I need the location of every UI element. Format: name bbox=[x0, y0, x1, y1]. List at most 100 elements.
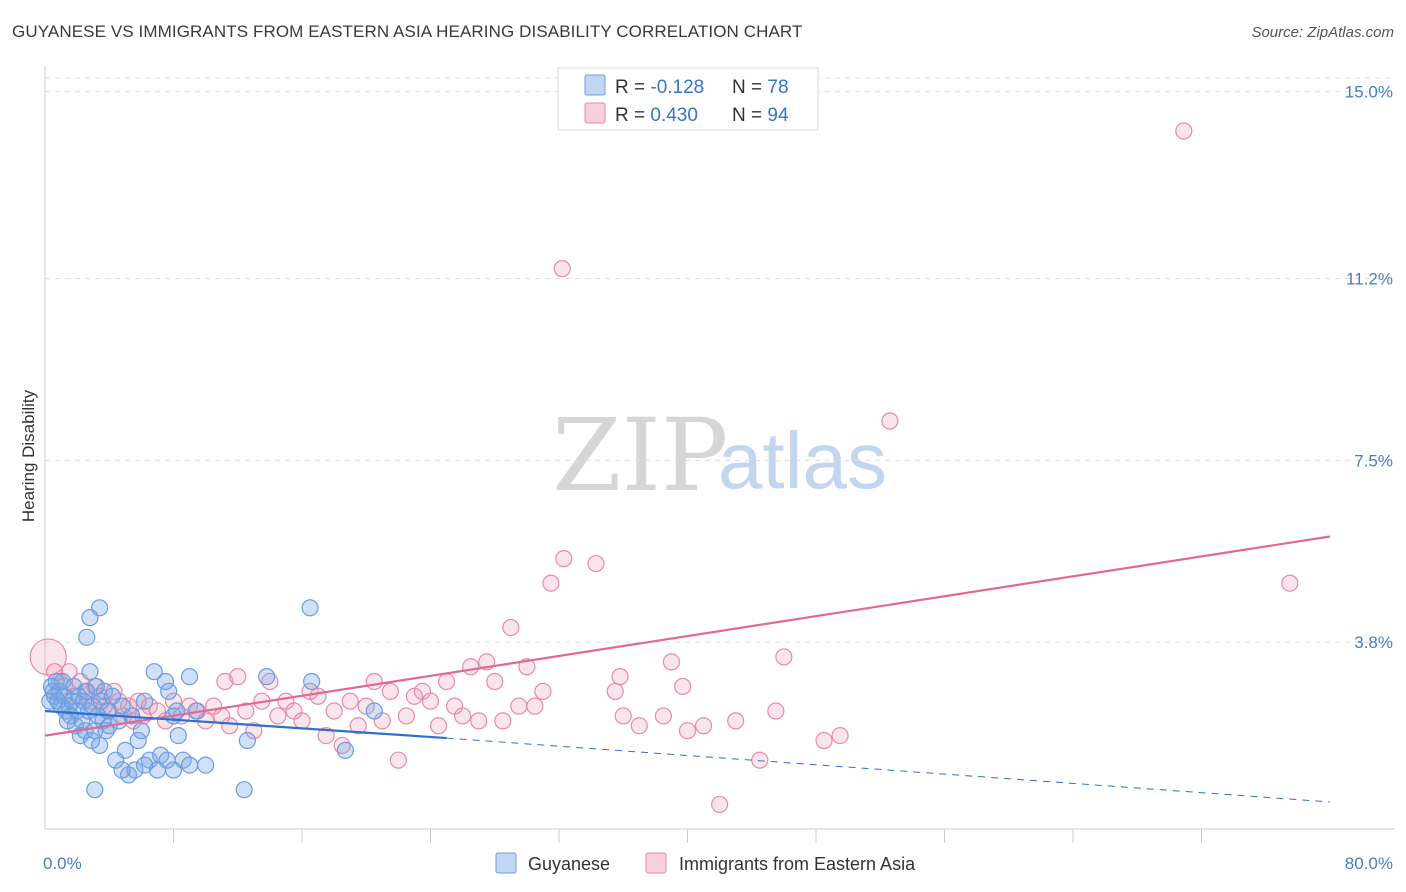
immigrants-point-47 bbox=[349, 717, 367, 735]
legend-box bbox=[557, 67, 819, 131]
svg-text:R = 0.430: R = 0.430 bbox=[615, 105, 698, 126]
immigrants-point-45 bbox=[333, 736, 351, 755]
x-tick-label-end: 80.0% bbox=[1345, 854, 1393, 873]
y-tick-label-1: 7.5% bbox=[1354, 451, 1393, 470]
immigrants-point-53 bbox=[397, 707, 416, 725]
immigrants-point-57 bbox=[429, 717, 448, 735]
immigrants-point-85 bbox=[751, 751, 769, 769]
guyanese-point-34 bbox=[95, 682, 114, 700]
immigrants-point-58 bbox=[437, 672, 456, 691]
legend-r-label-2: R = bbox=[615, 105, 650, 126]
immigrants-point-73 bbox=[587, 554, 605, 573]
guyanese-point-61 bbox=[91, 599, 109, 617]
immigrants-point-75 bbox=[611, 668, 629, 686]
immigrants-point-31 bbox=[221, 717, 239, 735]
immigrants-point-65 bbox=[494, 712, 512, 730]
source-credit: Source: ZipAtlas.com bbox=[1251, 24, 1394, 41]
immigrants-point-64 bbox=[486, 672, 504, 691]
immigrants-trend-line bbox=[44, 535, 1331, 737]
legend-n-value-2: 94 bbox=[767, 105, 789, 126]
immigrants-point-79 bbox=[662, 653, 681, 671]
y-axis-label: Hearing Disability bbox=[19, 389, 38, 522]
guyanese-point-71 bbox=[238, 731, 256, 750]
x-tick-label-start: 0.0% bbox=[43, 854, 82, 873]
guyanese-point-69 bbox=[197, 756, 215, 774]
immigrants-point-68 bbox=[518, 658, 536, 676]
legend-n-label-1: N = bbox=[732, 77, 767, 98]
immigrants-point-43 bbox=[317, 727, 335, 745]
guyanese-point-21 bbox=[74, 692, 93, 710]
guyanese-point-54 bbox=[160, 682, 178, 700]
guyanese-point-32 bbox=[92, 692, 110, 710]
immigrants-point-88 bbox=[815, 731, 833, 750]
immigrants-point-46 bbox=[341, 692, 359, 710]
immigrants-point-86 bbox=[767, 702, 785, 720]
guyanese-point-8 bbox=[54, 672, 72, 691]
immigrants-point-84 bbox=[727, 712, 745, 730]
y-tick-label-2: 11.2% bbox=[1346, 269, 1393, 288]
guyanese-point-70 bbox=[235, 781, 253, 799]
guyanese-point-31 bbox=[91, 736, 109, 755]
immigrants-point-80 bbox=[674, 677, 692, 696]
guyanese-point-25 bbox=[81, 663, 99, 681]
legend-label-immigrants: Immigrants from Eastern Asia bbox=[679, 854, 916, 874]
guyanese-point-53 bbox=[156, 672, 175, 691]
immigrants-point-36 bbox=[261, 672, 279, 691]
y-tick-labels: 3.8% 7.5% 11.2% 15.0% bbox=[1345, 83, 1393, 653]
immigrants-point-74 bbox=[606, 682, 624, 700]
immigrants-point-40 bbox=[293, 712, 311, 730]
trend-lines bbox=[44, 535, 1331, 803]
immigrants-point-78 bbox=[654, 707, 673, 725]
guyanese-point-68 bbox=[86, 781, 104, 799]
guyanese-point-47 bbox=[132, 722, 150, 740]
immigrants-point-81 bbox=[678, 722, 697, 740]
immigrants-point-56 bbox=[421, 692, 440, 710]
guyanese-point-75 bbox=[336, 741, 354, 759]
immigrants-point-71 bbox=[542, 574, 560, 592]
legend-n-label-2: N = bbox=[732, 105, 767, 126]
immigrants-point-42 bbox=[309, 687, 327, 705]
y-tick-label-3: 15.0% bbox=[1345, 83, 1393, 102]
immigrants-point-82 bbox=[694, 717, 713, 735]
immigrants-point-70 bbox=[534, 682, 552, 700]
legend-swatch-immigrants bbox=[645, 852, 667, 874]
legend-r-value-1: -0.128 bbox=[650, 77, 704, 98]
legend-swatch-guyanese bbox=[495, 852, 517, 874]
legend-r-label-1: R = bbox=[615, 77, 650, 98]
immigrants-point-32 bbox=[229, 668, 247, 686]
svg-text:N = 78: N = 78 bbox=[732, 77, 789, 98]
guyanese-point-48 bbox=[135, 692, 154, 710]
guyanese-point-4 bbox=[47, 672, 65, 691]
guyanese-point-72 bbox=[258, 668, 276, 686]
immigrants-point-92 bbox=[1175, 122, 1193, 140]
x-tick-labels: 0.0% 80.0% bbox=[43, 854, 1393, 873]
immigrants-point-90 bbox=[881, 412, 899, 430]
immigrants-point-20 bbox=[140, 697, 159, 715]
guyanese-point-58 bbox=[180, 668, 199, 686]
immigrants-point-54 bbox=[405, 687, 424, 705]
guyanese-point-73 bbox=[301, 599, 319, 617]
guyanese-point-46 bbox=[129, 731, 147, 750]
immigrants-point-49 bbox=[365, 672, 383, 691]
immigrants-point-23 bbox=[164, 692, 183, 710]
immigrants-point-44 bbox=[325, 702, 343, 720]
immigrants-point-93 bbox=[1281, 574, 1299, 592]
immigrants-point-87 bbox=[775, 648, 793, 666]
immigrants-point-51 bbox=[381, 682, 399, 700]
guyanese-point-50 bbox=[145, 663, 163, 681]
immigrants-point-69 bbox=[526, 697, 544, 715]
immigrants-point-52 bbox=[389, 751, 407, 769]
watermark-atlas: atlas bbox=[718, 416, 887, 505]
immigrants-point-77 bbox=[630, 717, 648, 735]
guyanese-point-63 bbox=[135, 756, 154, 774]
immigrants-point-62 bbox=[470, 712, 488, 730]
svg-text:R = -0.128: R = -0.128 bbox=[615, 77, 704, 98]
immigrants-point-72 bbox=[555, 550, 573, 568]
axes bbox=[44, 66, 1395, 843]
y-tick-label-0: 3.8% bbox=[1354, 633, 1393, 652]
immigrants-point-76 bbox=[614, 707, 632, 725]
correlation-legend: R = -0.128 N = 78 R = 0.430 N = 94 bbox=[557, 67, 819, 131]
guyanese-trend-line bbox=[44, 709, 447, 740]
guyanese-point-77 bbox=[113, 761, 131, 779]
